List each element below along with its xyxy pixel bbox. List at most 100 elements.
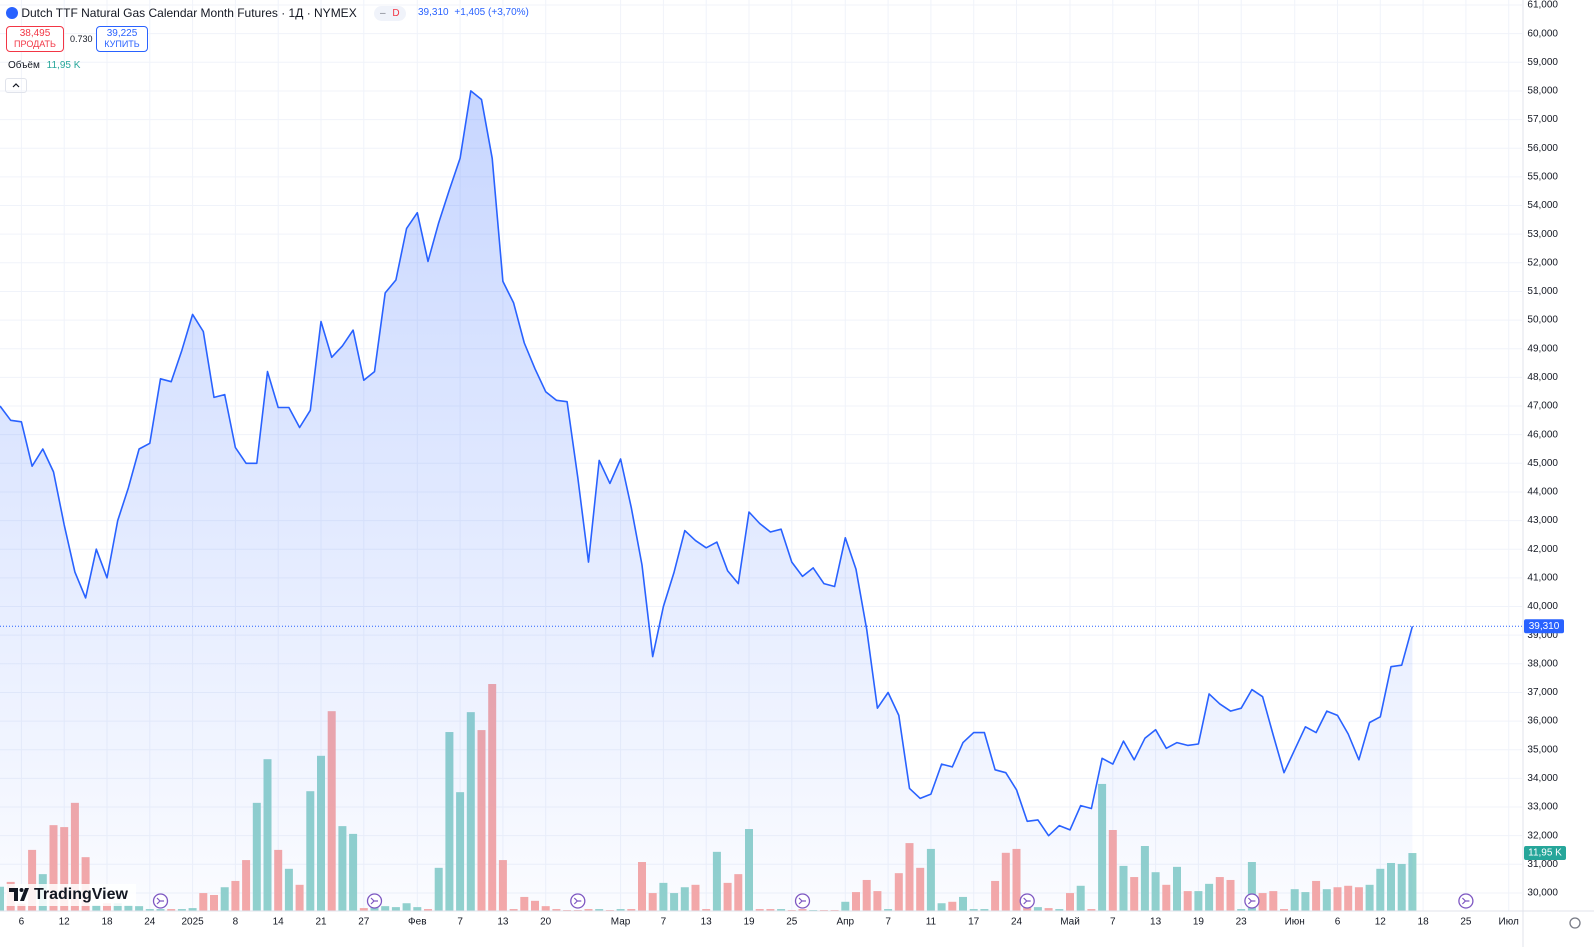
settings-icon	[1569, 917, 1581, 929]
x-tick-label: 7	[457, 917, 463, 928]
last-price-box	[1524, 619, 1564, 634]
event-marker[interactable]	[794, 893, 811, 909]
x-tick-label: 2025	[181, 917, 204, 928]
y-tick-label: 49,000	[1527, 343, 1558, 354]
event-marker[interactable]	[1458, 893, 1474, 909]
x-tick-label: 13	[701, 917, 713, 928]
last-price: 39,310	[418, 7, 449, 18]
y-tick-label: 53,000	[1527, 229, 1558, 240]
buy-price: 39,225	[106, 28, 138, 39]
x-tick-label: 7	[1110, 917, 1116, 928]
y-tick-label: 61,000	[1527, 0, 1558, 11]
x-tick-label: 24	[1011, 917, 1023, 928]
x-tick-label: 12	[59, 917, 71, 928]
x-tick-label: 14	[273, 917, 285, 928]
x-tick-label: Май	[1060, 917, 1080, 928]
x-tick-label: 6	[1335, 917, 1341, 928]
badge-text: D	[392, 8, 400, 19]
y-tick-label: 43,000	[1527, 515, 1558, 526]
event-arrow	[573, 897, 582, 905]
sell-button[interactable]: 38,495 ПРОДАТЬ	[6, 26, 64, 52]
x-tick-label: Апр	[836, 917, 854, 928]
buy-button[interactable]: 39,225 КУПИТЬ	[96, 26, 148, 52]
event-arrow	[798, 897, 806, 905]
brand-name: TradingView	[34, 886, 129, 903]
x-tick-label: 21	[315, 917, 327, 928]
event-arrow	[1247, 897, 1256, 905]
buy-label: КУПИТЬ	[104, 39, 140, 49]
x-tick-label: 13	[1150, 917, 1162, 928]
y-tick-label: 36,000	[1527, 716, 1558, 727]
y-tick-label: 44,000	[1527, 487, 1558, 498]
y-tick-label: 33,000	[1527, 802, 1558, 813]
event-arrow	[156, 897, 164, 905]
x-tick-label: 12	[1375, 917, 1387, 928]
price-info: 39,310 +1,405 (+3,70%)	[418, 7, 529, 18]
y-tick-label: 40,000	[1527, 601, 1558, 612]
y-tick-label: 52,000	[1527, 257, 1558, 268]
y-tick-label: 32,000	[1527, 830, 1558, 841]
price-line	[0, 90, 1414, 837]
y-tick-label: 55,000	[1527, 172, 1558, 183]
collapse-button[interactable]	[5, 78, 27, 93]
symbol-title[interactable]: Dutch TTF Natural Gas Calendar Month Fut…	[21, 6, 357, 20]
x-tick-label: Июн	[1285, 917, 1305, 928]
collapse-icon	[12, 83, 20, 88]
event-arrow	[1461, 897, 1470, 905]
x-tick-label: Мар	[611, 917, 631, 928]
x-tick-label: 18	[101, 917, 113, 928]
y-tick-label: 31,000	[1527, 859, 1558, 870]
x-tick-label: 7	[885, 917, 891, 928]
y-tick-label: 42,000	[1527, 544, 1558, 555]
y-tick-label: 45,000	[1527, 458, 1558, 469]
volume-last-box	[1524, 846, 1566, 861]
x-tick-label: 19	[1193, 917, 1205, 928]
volume-legend: Объём 11,95 K	[8, 60, 80, 71]
x-tick-label: 13	[497, 917, 509, 928]
y-tick-label: 35,000	[1527, 744, 1558, 755]
y-tick-label: 59,000	[1527, 57, 1558, 68]
price-change: +1,405 (+3,70%)	[454, 7, 529, 18]
last-price-label: 39,310	[1529, 621, 1560, 632]
y-tick-label: 47,000	[1527, 401, 1558, 412]
y-tick-label: 50,000	[1527, 315, 1558, 326]
y-tick-label: 38,000	[1527, 658, 1558, 669]
y-tick-label: 57,000	[1527, 114, 1558, 125]
x-tick-label: 23	[1236, 917, 1248, 928]
x-tick-label: 24	[144, 917, 156, 928]
x-tick-label: 7	[661, 917, 667, 928]
event-marker[interactable]	[366, 893, 383, 909]
y-tick-label: 60,000	[1527, 28, 1558, 39]
event-marker[interactable]	[570, 893, 586, 909]
y-tick-label: 37,000	[1527, 687, 1558, 698]
y-tick-label: 34,000	[1527, 773, 1558, 784]
area-fill	[0, 90, 1413, 911]
x-tick-label: 27	[358, 917, 370, 928]
x-tick-label: 25	[786, 917, 798, 928]
sell-price: 38,495	[19, 28, 51, 39]
symbol-icon	[6, 7, 18, 19]
x-tick-label: 18	[1418, 917, 1430, 928]
event-marker[interactable]	[1019, 893, 1035, 909]
y-tick-label: 30,000	[1527, 888, 1558, 899]
x-tick-label: Июл	[1499, 917, 1519, 928]
symbol-header: Dutch TTF Natural Gas Calendar Month Fut…	[6, 6, 357, 20]
x-tick-label: 6	[19, 917, 25, 928]
volume-value: 11,95 K	[46, 60, 81, 71]
logo-dot	[19, 888, 24, 892]
event-arrow	[370, 897, 378, 905]
status-badge[interactable]: – D	[374, 6, 406, 21]
event-marker[interactable]	[1244, 893, 1260, 909]
x-tick-label: 17	[968, 917, 980, 928]
y-tick-label: 39,000	[1527, 630, 1558, 641]
x-tick-label: 8	[233, 917, 239, 928]
y-tick-label: 51,000	[1527, 286, 1558, 297]
event-arrow	[1023, 897, 1031, 905]
x-tick-label: 20	[540, 917, 552, 928]
y-tick-label: 54,000	[1527, 200, 1558, 211]
brand-logo: TradingView	[6, 884, 136, 906]
volume-last-label: 11,95 K	[1528, 848, 1562, 859]
event-marker[interactable]	[152, 893, 169, 909]
